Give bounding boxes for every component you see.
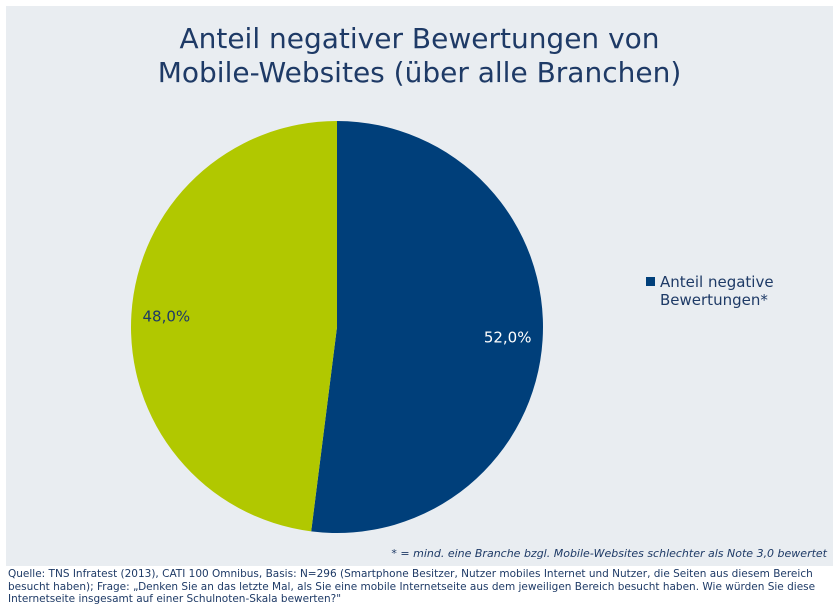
pie-slice-label-1: 52,0% <box>484 329 532 347</box>
legend-swatch <box>646 277 655 286</box>
source-note: Quelle: TNS Infratest (2013), CATI 100 O… <box>8 568 816 605</box>
pie-slice-label-2: 48,0% <box>143 307 191 325</box>
chart-title: Anteil negativer Bewertungen von Mobile-… <box>6 22 833 90</box>
footnote: * = mind. eine Branche bzgl. Mobile-Webs… <box>391 547 827 560</box>
chart-panel: Anteil negativer Bewertungen von Mobile-… <box>6 6 833 566</box>
pie-slice-1 <box>311 121 543 533</box>
chart-title-line-1: Anteil negativer Bewertungen von <box>179 22 660 55</box>
legend-label: Anteil negative Bewertungen* <box>660 273 774 309</box>
pie-chart: 52,0% 48,0% <box>131 121 543 533</box>
pie-slice-2 <box>131 121 337 532</box>
chart-title-line-2: Mobile-Websites (über alle Branchen) <box>157 56 682 89</box>
